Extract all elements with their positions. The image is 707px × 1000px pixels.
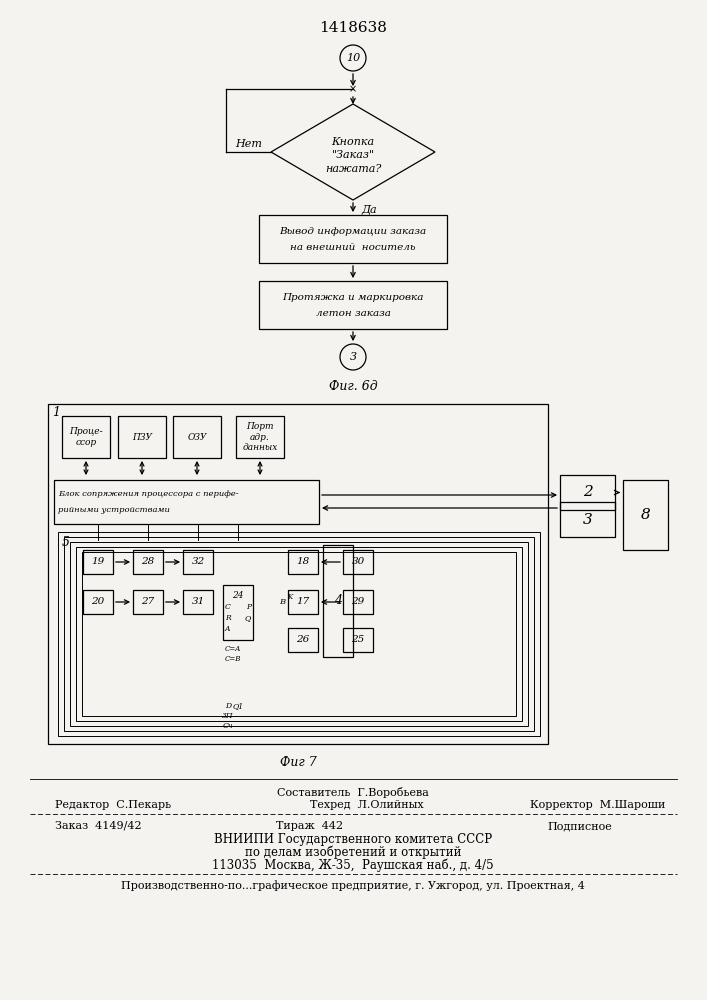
Text: 1418638: 1418638 [319,21,387,35]
Text: ПЗУ: ПЗУ [132,432,152,442]
Text: 30: 30 [351,558,365,566]
Text: 5: 5 [62,536,70,548]
Text: 32: 32 [192,558,204,566]
Text: ×: × [349,84,357,94]
Text: 4: 4 [334,594,342,607]
Text: Фиг. 6д: Фиг. 6д [329,379,378,392]
Text: Подписное: Подписное [548,821,612,831]
Text: ОЗУ: ОЗУ [187,432,206,442]
Text: летон заказа: летон заказа [315,308,390,318]
Text: 24: 24 [233,590,244,599]
Text: ВНИИПИ Государственного комитета СССР: ВНИИПИ Государственного комитета СССР [214,832,492,846]
Text: 3П: 3П [222,712,234,720]
Text: 29: 29 [351,597,365,606]
Text: Составитель  Г.Воробьева: Составитель Г.Воробьева [277,786,429,798]
Text: C=A: C=A [225,645,241,653]
Text: рийными устройствами: рийными устройствами [58,506,170,514]
Text: P: P [246,603,251,611]
Text: 10: 10 [346,53,360,63]
Text: по делам изобретений и открытий: по делам изобретений и открытий [245,845,461,859]
Text: 19: 19 [91,558,105,566]
Text: Нет: Нет [235,139,262,149]
Text: 17: 17 [296,597,310,606]
Text: Редактор  С.Пекарь: Редактор С.Пекарь [55,800,171,810]
Text: Q: Q [245,614,251,622]
Text: 31: 31 [192,597,204,606]
Text: 28: 28 [141,558,155,566]
Text: 113035  Москва, Ж-35,  Раушская наб., д. 4/5: 113035 Москва, Ж-35, Раушская наб., д. 4… [212,858,493,872]
Text: C=B: C=B [225,655,241,663]
Text: нажата?: нажата? [325,164,381,174]
Text: K: K [287,593,293,601]
Text: 3: 3 [583,512,592,526]
Text: Сч: Сч [223,722,233,730]
Text: A: A [225,625,230,633]
Text: D: D [225,702,231,710]
Text: 27: 27 [141,597,155,606]
Text: на внешний  носитель: на внешний носитель [291,242,416,251]
Text: Фиг 7: Фиг 7 [280,756,316,768]
Text: B: B [279,598,285,606]
Text: Порт
адр.
данных: Порт адр. данных [243,422,278,452]
Text: Техред  Л.Олийных: Техред Л.Олийных [310,800,423,810]
Text: 2: 2 [583,486,592,499]
Text: Q1: Q1 [233,702,244,710]
Text: Кнопка: Кнопка [332,137,375,147]
Text: Тираж  442: Тираж 442 [276,821,344,831]
Text: Заказ  4149/42: Заказ 4149/42 [55,821,141,831]
Text: R: R [225,614,230,622]
Text: "Заказ": "Заказ" [332,150,375,160]
Text: Производственно-по...графическое предприятие, г. Ужгород, ул. Проектная, 4: Производственно-по...графическое предпри… [121,881,585,891]
Text: 1: 1 [52,406,60,418]
Text: Протяжка и маркировка: Протяжка и маркировка [282,292,423,302]
Text: 3: 3 [349,352,356,362]
Text: Блок сопряжения процессора с перифе-: Блок сопряжения процессора с перифе- [58,490,239,498]
Text: Да: Да [361,205,377,215]
Text: 18: 18 [296,558,310,566]
Text: 26: 26 [296,636,310,645]
Text: Корректор  М.Шароши: Корректор М.Шароши [530,800,665,810]
Text: 25: 25 [351,636,365,645]
Text: 20: 20 [91,597,105,606]
Text: Проце-
ссор: Проце- ссор [69,427,103,447]
Text: Вывод информации заказа: Вывод информации заказа [279,227,426,235]
Text: C: C [225,603,231,611]
Text: 8: 8 [641,508,650,522]
